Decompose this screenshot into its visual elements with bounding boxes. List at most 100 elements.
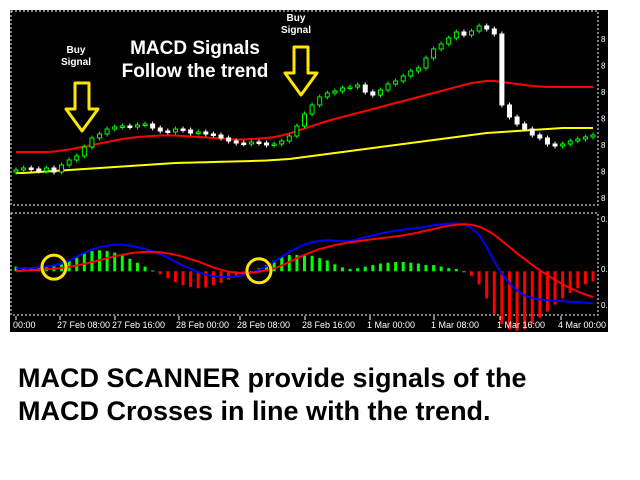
histogram-bar-positive <box>340 267 344 272</box>
buy-arrow-outline <box>283 45 319 97</box>
price-tick-label: 8 <box>601 35 606 44</box>
candle-body <box>400 75 406 82</box>
candle-body <box>81 146 87 157</box>
histogram-bar-negative <box>227 271 231 280</box>
candle-body <box>332 90 338 94</box>
candle-body <box>43 167 49 172</box>
candle-body <box>552 143 558 147</box>
candle-body <box>355 84 361 88</box>
histogram-bar-negative <box>211 271 215 286</box>
candle-body <box>560 143 566 147</box>
histogram-bar-positive <box>135 262 139 272</box>
histogram-bar-positive <box>280 257 284 272</box>
candle-body <box>256 141 262 144</box>
candle-body <box>317 96 323 106</box>
headline-label: MACD Signals Follow the trend <box>121 38 269 82</box>
candle-body <box>506 104 512 118</box>
histogram-bar-negative <box>189 271 193 287</box>
candle-body <box>172 128 178 133</box>
price-tick-label: 8 <box>601 194 606 203</box>
histogram-bar-positive <box>401 261 405 272</box>
candle-body <box>89 137 95 148</box>
candle-body <box>97 133 103 139</box>
candle-body <box>271 143 277 146</box>
time-tick-label: 4 Mar 00:00 <box>558 320 606 330</box>
candle-body <box>590 134 596 138</box>
caption-line-1: MACD SCANNER provide signals of the <box>18 363 527 393</box>
histogram-bar-positive <box>75 257 79 272</box>
candle-body <box>438 43 444 50</box>
histogram-bar-positive <box>143 266 147 272</box>
histogram-bar-negative <box>583 271 587 285</box>
candle-body <box>36 168 42 172</box>
candle-body <box>119 125 125 128</box>
candle-body <box>537 134 543 139</box>
histogram-bar-negative <box>477 271 481 285</box>
price-tick-label: 8 <box>601 141 606 150</box>
buy-arrow-2 <box>283 45 319 97</box>
histogram-bar-negative <box>515 271 519 331</box>
macd-tick-label: 0. <box>601 301 608 310</box>
candle-body <box>203 131 209 135</box>
buy-arrow-outline <box>64 81 100 133</box>
candle-body <box>157 127 163 132</box>
candle-body <box>51 167 57 173</box>
candle-body <box>286 135 292 142</box>
histogram-bar-positive <box>416 263 420 272</box>
candle-body <box>302 113 307 127</box>
candle-body <box>446 37 452 45</box>
candle-body <box>210 133 216 136</box>
time-tick-label: 1 Mar 16:00 <box>497 320 545 330</box>
macd-tick-label: 0. <box>601 215 608 224</box>
histogram-bar-positive <box>454 268 458 272</box>
histogram-bar-negative <box>568 271 572 293</box>
candle-body <box>522 123 528 130</box>
candle-body <box>28 167 34 170</box>
histogram-bar-negative <box>591 271 595 282</box>
time-tick-label: 1 Mar 08:00 <box>431 320 479 330</box>
histogram-bar-positive <box>303 254 306 272</box>
candle-body <box>362 84 368 93</box>
signal-line <box>15 223 594 298</box>
candle-body <box>491 28 497 35</box>
histogram-bar-positive <box>363 266 367 272</box>
time-tick-label: 1 Mar 00:00 <box>367 320 415 330</box>
candle-body <box>408 70 414 77</box>
candle-body <box>309 104 315 115</box>
candle-body <box>59 164 65 173</box>
histogram-bar-negative <box>492 271 496 314</box>
histogram-bar-positive <box>371 265 375 272</box>
candle-body <box>324 92 330 98</box>
caption: MACD SCANNER provide signals of the MACD… <box>18 362 628 428</box>
price-tick-label: 8 <box>601 168 606 177</box>
candle-body <box>423 57 429 69</box>
candle-body <box>104 128 110 135</box>
histogram-bar-positive <box>82 253 86 272</box>
candle-body <box>431 48 437 59</box>
price-tick-label: 8 <box>601 88 606 97</box>
candle-body <box>567 140 573 145</box>
buy-signal-label-1: Buy Signal <box>60 45 91 68</box>
histogram-bar-positive <box>386 262 390 272</box>
histogram-bar-positive <box>128 258 132 272</box>
candle-body <box>226 137 232 142</box>
histogram-bar-positive <box>432 265 436 272</box>
time-tick-label: 27 Feb 16:00 <box>112 320 165 330</box>
candle-body <box>188 129 194 134</box>
time-tick-label: 28 Feb 08:00 <box>237 320 290 330</box>
candle-body <box>544 137 550 145</box>
candle-body <box>514 116 520 125</box>
time-tick-label: 28 Feb 00:00 <box>176 320 229 330</box>
time-tick-label: 00:00 <box>13 320 36 330</box>
candle-body <box>127 125 133 128</box>
histogram-bar-positive <box>151 270 155 272</box>
candle-body <box>150 123 156 129</box>
histogram-bar-positive <box>394 261 398 272</box>
price-tick-label: 8 <box>601 115 606 124</box>
slow-ma-line <box>16 127 593 174</box>
candle-body <box>393 80 399 85</box>
time-tick-label: 27 Feb 08:00 <box>57 320 110 330</box>
candle-body <box>264 142 270 146</box>
candle-body <box>233 140 239 144</box>
candle-body <box>453 31 459 39</box>
